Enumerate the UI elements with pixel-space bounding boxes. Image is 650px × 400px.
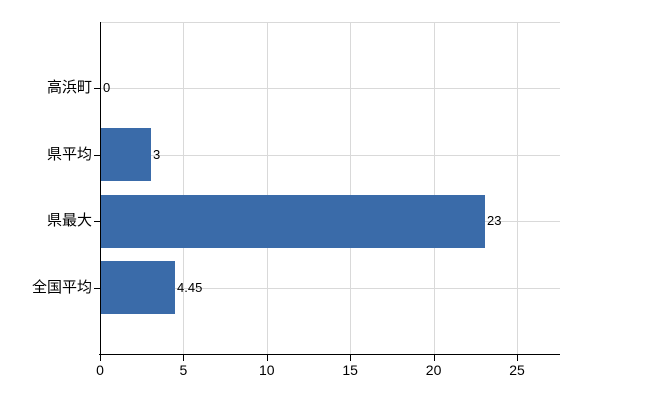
plot-top-border	[100, 22, 560, 23]
vertical-gridline	[350, 22, 352, 354]
value-label: 3	[153, 147, 161, 162]
y-tick-mark	[94, 155, 100, 156]
horizontal-gridline	[100, 288, 560, 289]
x-tick-label: 5	[179, 362, 188, 378]
x-tick-label: 0	[96, 362, 104, 378]
category-label: 高浜町	[46, 79, 92, 96]
value-label: 4.45	[177, 280, 203, 295]
horizontal-gridline	[100, 88, 560, 89]
y-axis-line	[100, 22, 101, 355]
vertical-gridline	[433, 22, 435, 354]
bar	[101, 128, 151, 181]
horizontal-gridline	[100, 155, 560, 156]
x-tick-mark	[100, 355, 101, 361]
x-tick-mark	[517, 355, 518, 361]
x-tick-mark	[350, 355, 352, 361]
x-tick-label: 20	[425, 362, 442, 378]
vertical-gridline	[266, 22, 268, 354]
bar	[101, 195, 485, 248]
vertical-gridline	[183, 22, 185, 354]
category-label: 県最大	[46, 212, 92, 229]
y-tick-mark	[94, 288, 100, 289]
x-tick-label: 10	[259, 362, 275, 378]
bar	[101, 261, 175, 314]
x-axis-line	[99, 354, 560, 355]
category-label: 全国平均	[31, 279, 92, 296]
y-tick-mark	[94, 88, 100, 89]
y-tick-mark	[94, 221, 100, 222]
value-label: 0	[103, 80, 111, 95]
x-tick-label: 25	[509, 362, 525, 378]
x-tick-mark	[183, 355, 185, 361]
category-label: 県平均	[46, 146, 92, 163]
vertical-gridline	[517, 22, 518, 354]
x-tick-mark	[266, 355, 268, 361]
x-tick-label: 15	[342, 362, 358, 378]
value-label: 23	[487, 213, 502, 228]
x-tick-mark	[433, 355, 435, 361]
